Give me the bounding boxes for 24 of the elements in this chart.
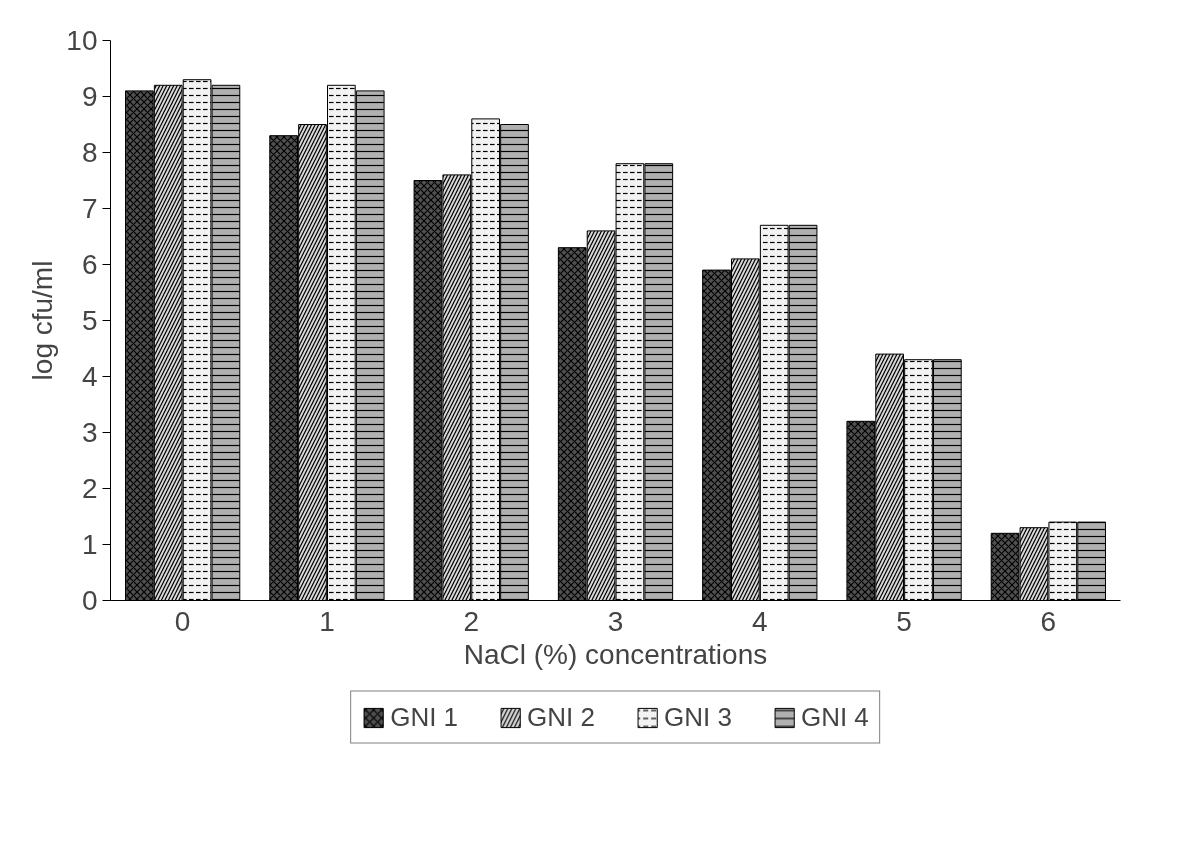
y-tick-label: 9 xyxy=(81,81,98,112)
x-tick-label: 0 xyxy=(174,605,191,637)
legend-label: GNI 1 xyxy=(390,701,459,733)
y-tick-label: 8 xyxy=(81,137,98,168)
x-tick-label: 4 xyxy=(752,605,768,637)
y-tick-label: 5 xyxy=(81,305,98,336)
y-tick-label: 2 xyxy=(81,473,98,504)
x-axis-title: NaCl (%) concentrations xyxy=(463,638,768,670)
y-tick-label: 3 xyxy=(81,417,98,448)
x-tick-label: 6 xyxy=(1040,605,1057,637)
x-tick-label: 2 xyxy=(463,605,480,637)
y-tick-label: 1 xyxy=(81,529,98,560)
legend-label: GNI 4 xyxy=(800,701,869,733)
y-axis-title: log cfu/ml xyxy=(27,260,59,381)
x-tick-label: 1 xyxy=(319,605,335,637)
y-tick-label: 7 xyxy=(81,193,98,224)
y-tick-label: 0 xyxy=(81,585,98,616)
y-tick-label: 10 xyxy=(66,25,98,56)
x-tick-label: 5 xyxy=(896,605,912,637)
legend-label: GNI 3 xyxy=(664,701,732,733)
y-tick-label: 4 xyxy=(81,361,98,392)
y-tick-label: 6 xyxy=(81,249,98,280)
legend-label: GNI 2 xyxy=(527,701,595,733)
x-tick-label: 3 xyxy=(607,605,624,637)
